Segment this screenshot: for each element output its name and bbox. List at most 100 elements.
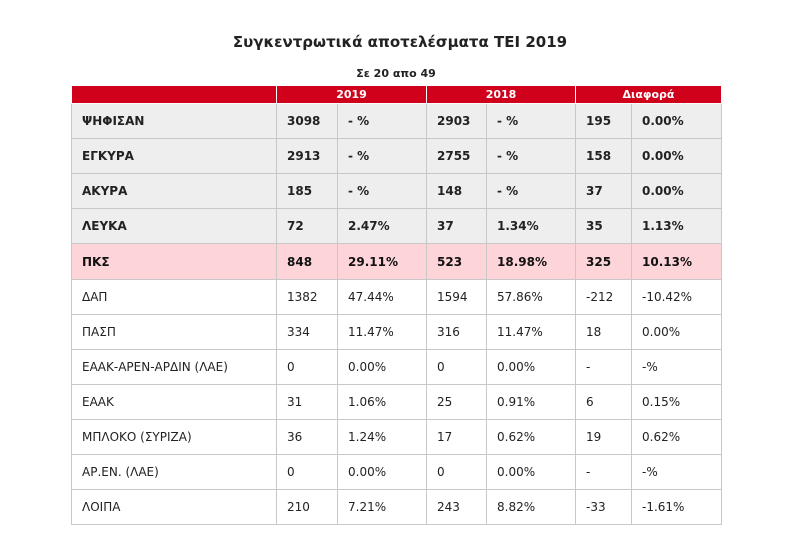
party-name-cell: ΠΚΣ	[71, 243, 277, 280]
party-name-cell: ΑΚΥΡΑ	[71, 173, 277, 209]
diff-percent-cell: 1.13%	[630, 208, 723, 244]
party-name-cell: ΛΟΙΠΑ	[71, 489, 277, 525]
diff-votes-cell: 195	[575, 103, 632, 139]
diff-percent-cell: -%	[630, 349, 723, 385]
percent-2019-cell: 47.44%	[337, 279, 427, 315]
diff-percent-cell: 0.15%	[630, 384, 723, 420]
table-row: ΠΑΣΠ 334 11.47% 316 11.47% 18 0.00%	[71, 314, 723, 350]
diff-votes-cell: -	[575, 454, 632, 490]
percent-2018-cell: 57.86%	[486, 279, 576, 315]
votes-2018-cell: 17	[426, 419, 487, 455]
diff-votes-cell: 325	[575, 243, 632, 280]
diff-votes-cell: 37	[575, 173, 632, 209]
diff-percent-cell: 0.00%	[630, 173, 723, 209]
table-row: ΕΓΚΥΡΑ 2913- % 2755- % 158 0.00%	[71, 138, 723, 174]
votes-2019-cell: 2913	[276, 138, 338, 174]
percent-2018-cell: 18.98%	[486, 243, 576, 280]
votes-2018-cell: 2903	[426, 103, 487, 139]
table-row: ΛΟΙΠΑ 210 7.21% 243 8.82% -33 -1.61%	[71, 489, 723, 525]
diff-percent-cell: -1.61%	[630, 489, 723, 525]
page-subtitle: Σε 20 απο 49	[356, 67, 436, 80]
percent-2019-cell: 1.06%	[337, 384, 427, 420]
party-name-cell: ΠΑΣΠ	[71, 314, 277, 350]
table-row: ΛΕΥΚΑ 72 2.47% 37 1.34% 35 1.13%	[71, 208, 723, 244]
party-name-cell: ΑΡ.ΕΝ. (ΛΑΕ)	[71, 454, 277, 490]
votes-2018-cell: 523	[426, 243, 487, 280]
percent-2018-cell: 0.91%	[486, 384, 576, 420]
votes-2019-cell: 210	[276, 489, 338, 525]
votes-2019-cell: 0	[276, 454, 338, 490]
party-name-cell: ΕΑΑΚ-ΑΡΕΝ-ΑΡΔΙΝ (ΛΑΕ)	[71, 349, 277, 385]
diff-votes-cell: -212	[575, 279, 632, 315]
percent-2019-cell: 1.24%	[337, 419, 427, 455]
votes-2019-cell: 31	[276, 384, 338, 420]
percent-2019-cell: 0.00%	[337, 349, 427, 385]
votes-2019-cell: 185	[276, 173, 338, 209]
party-name-cell: ΜΠΛΟΚΟ (ΣΥΡΙΖΑ)	[71, 419, 277, 455]
percent-2019-cell: 11.47%	[337, 314, 427, 350]
votes-2018-cell: 0	[426, 349, 487, 385]
votes-2018-cell: 25	[426, 384, 487, 420]
header-2018: 2018	[426, 85, 576, 104]
diff-percent-cell: -%	[630, 454, 723, 490]
table-row: ΑΚΥΡΑ 185- % 148- % 37 0.00%	[71, 173, 723, 209]
votes-2018-cell: 1594	[426, 279, 487, 315]
percent-2019-cell: 7.21%	[337, 489, 427, 525]
page-title: Συγκεντρωτικά αποτελέσματα ΤΕΙ 2019	[232, 33, 568, 51]
percent-2018-cell: 0.62%	[486, 419, 576, 455]
votes-2018-cell: 2755	[426, 138, 487, 174]
percent-2018-cell: 8.82%	[486, 489, 576, 525]
party-name-cell: ΛΕΥΚΑ	[71, 208, 277, 244]
party-name-cell: ΕΑΑΚ	[71, 384, 277, 420]
diff-votes-cell: -	[575, 349, 632, 385]
percent-2019-cell: - %	[337, 173, 427, 209]
votes-2019-cell: 334	[276, 314, 338, 350]
percent-2018-cell: 11.47%	[486, 314, 576, 350]
percent-2019-cell: - %	[337, 103, 427, 139]
header-blank-cell	[71, 85, 277, 104]
diff-votes-cell: 19	[575, 419, 632, 455]
results-table: 2019 2018 Διαφορά ΨΗΦΙΣΑΝ 3098- % 2903- % 1…	[71, 85, 723, 525]
diff-percent-cell: -10.42%	[630, 279, 723, 315]
table-row: ΕΑΑΚ-ΑΡΕΝ-ΑΡΔΙΝ (ΛΑΕ) 0 0.00% 0 0.00% - -%	[71, 349, 723, 385]
percent-2018-cell: - %	[486, 103, 576, 139]
table-row: ΕΑΑΚ 31 1.06% 25 0.91% 6 0.15%	[71, 384, 723, 420]
votes-2018-cell: 148	[426, 173, 487, 209]
diff-votes-cell: 6	[575, 384, 632, 420]
party-name-cell: ΔΑΠ	[71, 279, 277, 315]
party-name-cell: ΨΗΦΙΣΑΝ	[71, 103, 277, 139]
header-2019: 2019	[276, 85, 427, 104]
table-row: ΑΡ.ΕΝ. (ΛΑΕ) 0 0.00% 0 0.00% - -%	[71, 454, 723, 490]
diff-percent-cell: 0.00%	[630, 103, 723, 139]
diff-votes-cell: 35	[575, 208, 632, 244]
party-name-cell: ΕΓΚΥΡΑ	[71, 138, 277, 174]
table-row: ΠΚΣ 848 29.11% 523 18.98% 325 10.13%	[71, 243, 723, 280]
percent-2019-cell: - %	[337, 138, 427, 174]
votes-2019-cell: 72	[276, 208, 338, 244]
diff-percent-cell: 10.13%	[630, 243, 723, 280]
percent-2018-cell: - %	[486, 138, 576, 174]
votes-2018-cell: 243	[426, 489, 487, 525]
votes-2019-cell: 3098	[276, 103, 338, 139]
diff-votes-cell: 18	[575, 314, 632, 350]
table-row: ΜΠΛΟΚΟ (ΣΥΡΙΖΑ) 36 1.24% 17 0.62% 19 0.62%	[71, 419, 723, 455]
votes-2019-cell: 0	[276, 349, 338, 385]
votes-2019-cell: 36	[276, 419, 338, 455]
table-row: ΔΑΠ 1382 47.44% 1594 57.86% -212 -10.42%	[71, 279, 723, 315]
diff-percent-cell: 0.00%	[630, 314, 723, 350]
percent-2018-cell: - %	[486, 173, 576, 209]
percent-2018-cell: 0.00%	[486, 349, 576, 385]
votes-2018-cell: 0	[426, 454, 487, 490]
table-row: ΨΗΦΙΣΑΝ 3098- % 2903- % 195 0.00%	[71, 103, 723, 139]
diff-percent-cell: 0.00%	[630, 138, 723, 174]
percent-2018-cell: 0.00%	[486, 454, 576, 490]
percent-2018-cell: 1.34%	[486, 208, 576, 244]
percent-2019-cell: 0.00%	[337, 454, 427, 490]
diff-votes-cell: 158	[575, 138, 632, 174]
percent-2019-cell: 29.11%	[337, 243, 427, 280]
header-diff: Διαφορά	[574, 85, 723, 104]
diff-votes-cell: -33	[575, 489, 632, 525]
votes-2018-cell: 316	[426, 314, 487, 350]
table-header-row: 2019 2018 Διαφορά	[71, 85, 723, 104]
diff-percent-cell: 0.62%	[630, 419, 723, 455]
